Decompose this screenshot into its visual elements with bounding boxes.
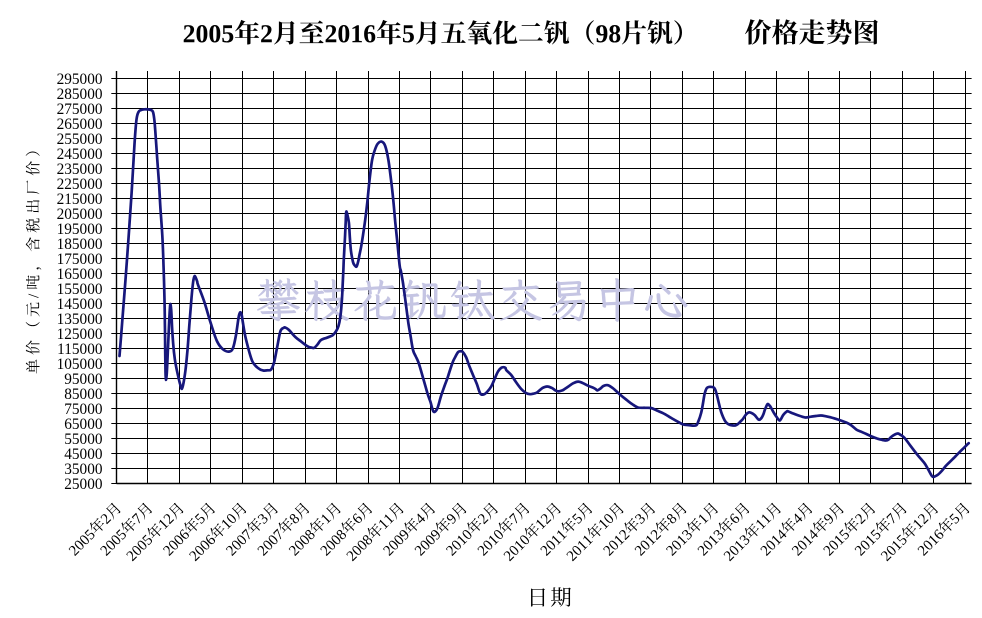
svg-text:275000: 275000 [57, 101, 103, 118]
svg-text:235000: 235000 [57, 161, 103, 178]
svg-text:255000: 255000 [57, 131, 103, 148]
svg-text:175000: 175000 [57, 251, 103, 268]
svg-text:295000: 295000 [57, 71, 103, 88]
svg-text:185000: 185000 [57, 236, 103, 253]
svg-text:105000: 105000 [57, 356, 103, 373]
svg-text:195000: 195000 [57, 221, 103, 238]
svg-text:25000: 25000 [64, 476, 103, 493]
svg-text:265000: 265000 [57, 116, 103, 133]
svg-text:145000: 145000 [57, 296, 103, 313]
svg-text:285000: 285000 [57, 86, 103, 103]
svg-text:75000: 75000 [64, 401, 103, 418]
svg-text:225000: 225000 [57, 176, 103, 193]
svg-text:115000: 115000 [57, 341, 103, 358]
svg-text:155000: 155000 [57, 281, 103, 298]
svg-text:45000: 45000 [64, 446, 103, 463]
svg-text:125000: 125000 [57, 326, 103, 343]
svg-text:35000: 35000 [64, 461, 103, 478]
svg-text:165000: 165000 [57, 266, 103, 283]
svg-text:95000: 95000 [64, 371, 103, 388]
svg-text:55000: 55000 [64, 431, 103, 448]
svg-text:245000: 245000 [57, 146, 103, 163]
svg-text:135000: 135000 [57, 311, 103, 328]
svg-text:85000: 85000 [64, 386, 103, 403]
svg-text:215000: 215000 [57, 191, 103, 208]
svg-text:65000: 65000 [64, 416, 103, 433]
svg-text:205000: 205000 [57, 206, 103, 223]
